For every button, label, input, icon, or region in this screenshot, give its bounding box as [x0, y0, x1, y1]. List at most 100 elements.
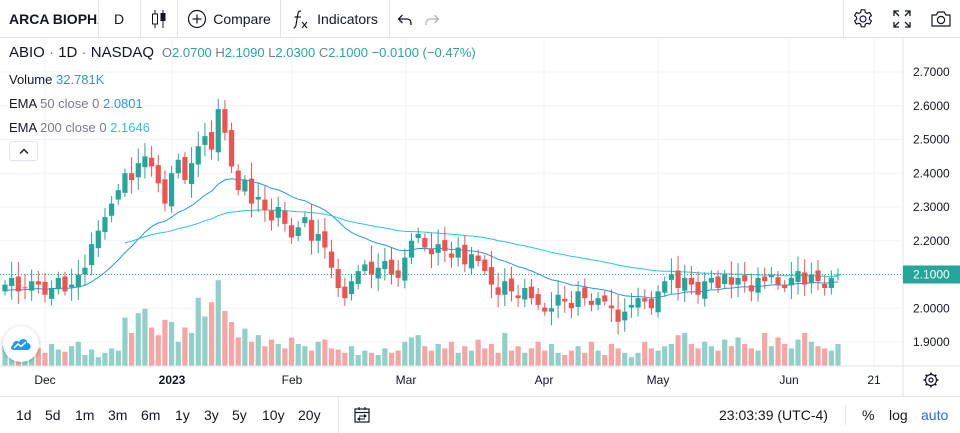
volume-bar — [315, 341, 321, 366]
volume-bar — [775, 337, 781, 366]
indicators-button[interactable]: Indicators — [281, 0, 389, 38]
candle-body — [355, 271, 361, 284]
candle — [562, 285, 568, 313]
range-20y[interactable]: 20y — [298, 407, 321, 423]
range-5y[interactable]: 5y — [232, 407, 247, 423]
candle — [802, 259, 808, 296]
symbol-search-field[interactable]: ARCA BIOPHARMA — [0, 0, 98, 38]
candle — [348, 273, 355, 301]
candle — [535, 287, 541, 311]
candle-body — [9, 277, 15, 286]
go-to-date-button[interactable] — [338, 397, 373, 433]
volume-indicator-row[interactable]: Volume 32.781K — [9, 72, 104, 87]
time-tick-label: 21 — [867, 373, 881, 387]
candle-body — [515, 295, 521, 299]
candle — [255, 182, 261, 213]
price-chart[interactable]: 2.7000 2.6000 2.5000 2.4000 2.3000 2.2000 2.10… — [0, 39, 960, 396]
candle — [375, 253, 381, 292]
volume-bar — [715, 350, 721, 366]
low-value: 2.0300 — [275, 45, 316, 60]
candle-body — [728, 277, 734, 285]
log-scale-button[interactable]: log — [889, 407, 908, 423]
candle — [135, 148, 141, 190]
time-tick-label: Feb — [282, 373, 303, 387]
candle-body — [828, 277, 834, 288]
auto-scale-button[interactable]: auto — [921, 407, 949, 423]
toolbar-divider — [140, 0, 141, 38]
undo-button[interactable] — [390, 0, 418, 38]
candle-body — [642, 298, 648, 302]
volume-bar — [495, 352, 501, 366]
candle-body — [635, 298, 641, 308]
range-1d[interactable]: 1d — [16, 407, 32, 423]
volume-bar — [508, 350, 515, 366]
candle — [568, 291, 575, 319]
candle-body — [62, 276, 68, 292]
candle — [455, 237, 461, 267]
plus-circle-icon — [188, 9, 207, 29]
range-3y[interactable]: 3y — [204, 407, 219, 423]
range-3m[interactable]: 3m — [108, 407, 128, 423]
legend-interval: 1D — [58, 44, 78, 61]
toolbar-divider — [389, 0, 390, 38]
collapse-legend-button[interactable] — [9, 141, 38, 161]
candle — [182, 152, 188, 185]
ema200-indicator-row[interactable]: EMA 200 close 0 2.1646 — [9, 120, 150, 135]
snapshot-button[interactable] — [922, 0, 960, 38]
candle-body — [455, 247, 461, 258]
volume-bar — [815, 346, 821, 366]
candle — [502, 268, 508, 307]
candle-body — [49, 288, 55, 299]
range-1m[interactable]: 1m — [75, 407, 95, 423]
compare-label: Compare — [213, 11, 271, 27]
volume-bar — [588, 341, 595, 366]
candle-body — [222, 109, 228, 133]
candle — [35, 270, 41, 294]
camera-icon — [931, 11, 951, 27]
range-10y[interactable]: 10y — [262, 407, 285, 423]
volume-bar — [702, 341, 708, 366]
volume-bar — [155, 335, 161, 366]
candle-body — [55, 277, 61, 290]
fullscreen-button[interactable] — [883, 0, 921, 38]
volume-bar — [235, 337, 241, 366]
time-tick-label: Jun — [779, 373, 798, 387]
tradingview-logo[interactable] — [3, 326, 39, 362]
settings-button[interactable] — [844, 0, 882, 38]
candle-body — [129, 173, 135, 180]
candle — [482, 254, 488, 276]
volume-bar — [542, 350, 548, 366]
candle — [655, 285, 661, 318]
range-1y[interactable]: 1y — [175, 407, 190, 423]
candle — [695, 271, 701, 304]
interval-button[interactable]: D — [98, 0, 140, 38]
candle-body — [375, 267, 381, 279]
volume-bar — [548, 344, 555, 366]
candle — [155, 154, 161, 193]
candle-body — [262, 199, 268, 211]
compare-button[interactable]: Compare — [178, 0, 280, 38]
volume-bar — [395, 350, 401, 366]
percent-scale-button[interactable]: % — [862, 407, 875, 423]
price-tick-label: 1.9000 — [913, 335, 950, 349]
range-5d[interactable]: 5d — [45, 407, 61, 423]
candle-body — [662, 281, 668, 293]
legend-exchange: NASDAQ — [90, 44, 155, 61]
last-price-label: 2.1000 — [913, 268, 950, 282]
candle-body — [782, 284, 788, 288]
chart-type-button[interactable] — [140, 0, 177, 38]
volume-bar — [195, 297, 201, 366]
candle-body — [815, 270, 821, 282]
axis-settings-gear-icon[interactable] — [923, 372, 939, 388]
candlestick-series — [2, 98, 841, 335]
volume-bar — [602, 355, 608, 366]
timezone-clock[interactable]: 23:03:39 (UTC-4) — [719, 407, 828, 423]
range-6m[interactable]: 6m — [141, 407, 161, 423]
volume-bar — [75, 341, 81, 366]
volume-bar — [475, 339, 481, 366]
ema50-indicator-row[interactable]: EMA 50 close 0 2.0801 — [9, 96, 143, 111]
redo-button[interactable] — [419, 0, 447, 38]
volume-bar — [722, 339, 728, 366]
candle-body — [748, 285, 754, 292]
volume-bar — [835, 344, 841, 366]
